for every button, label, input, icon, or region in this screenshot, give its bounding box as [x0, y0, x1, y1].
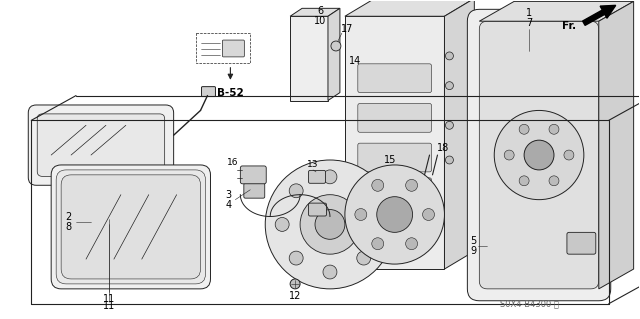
FancyBboxPatch shape — [467, 9, 611, 301]
Circle shape — [406, 238, 417, 250]
Circle shape — [519, 124, 529, 134]
FancyBboxPatch shape — [479, 21, 599, 289]
Text: 3: 3 — [225, 190, 232, 200]
Text: 17: 17 — [340, 24, 353, 34]
Circle shape — [504, 150, 514, 160]
FancyBboxPatch shape — [223, 40, 244, 57]
Text: Fr.: Fr. — [562, 21, 576, 31]
Circle shape — [494, 110, 584, 200]
Text: 6: 6 — [317, 6, 323, 16]
FancyBboxPatch shape — [28, 105, 173, 185]
Polygon shape — [479, 1, 634, 21]
FancyBboxPatch shape — [202, 87, 216, 97]
Circle shape — [315, 210, 345, 239]
Circle shape — [422, 209, 435, 220]
FancyBboxPatch shape — [37, 114, 164, 176]
Polygon shape — [444, 0, 474, 269]
FancyBboxPatch shape — [308, 170, 326, 183]
Polygon shape — [328, 8, 340, 100]
FancyBboxPatch shape — [358, 143, 431, 172]
FancyBboxPatch shape — [358, 212, 431, 241]
Text: 11: 11 — [103, 294, 115, 304]
Circle shape — [371, 218, 385, 231]
Text: 5: 5 — [470, 236, 476, 246]
Circle shape — [275, 218, 289, 231]
FancyBboxPatch shape — [61, 175, 200, 279]
Text: 18: 18 — [437, 143, 449, 153]
Circle shape — [564, 150, 574, 160]
FancyBboxPatch shape — [51, 165, 211, 289]
Circle shape — [445, 121, 453, 129]
Text: 15: 15 — [383, 155, 396, 165]
Circle shape — [289, 251, 303, 265]
Text: 9: 9 — [470, 246, 476, 256]
Circle shape — [445, 82, 453, 90]
Circle shape — [356, 184, 371, 198]
FancyBboxPatch shape — [241, 166, 266, 184]
Circle shape — [445, 156, 453, 164]
Polygon shape — [345, 16, 444, 269]
FancyBboxPatch shape — [358, 64, 431, 93]
Text: 4: 4 — [225, 200, 232, 210]
Text: S0X4-B4300 ⓓ: S0X4-B4300 ⓓ — [500, 299, 559, 308]
FancyBboxPatch shape — [308, 203, 326, 216]
Circle shape — [372, 238, 384, 250]
Bar — [196, 33, 250, 63]
Circle shape — [524, 140, 554, 170]
Circle shape — [265, 160, 395, 289]
Circle shape — [377, 197, 413, 232]
Circle shape — [331, 41, 341, 51]
Circle shape — [356, 251, 371, 265]
Text: 2: 2 — [65, 212, 71, 222]
Circle shape — [289, 184, 303, 198]
Circle shape — [372, 179, 384, 191]
Circle shape — [406, 179, 417, 191]
Circle shape — [300, 195, 360, 254]
Polygon shape — [599, 1, 634, 289]
Circle shape — [290, 279, 300, 289]
Text: 12: 12 — [289, 291, 301, 301]
Text: 7: 7 — [526, 18, 532, 28]
Polygon shape — [290, 16, 328, 100]
FancyBboxPatch shape — [56, 170, 205, 284]
Polygon shape — [345, 0, 474, 16]
Circle shape — [323, 265, 337, 279]
FancyArrow shape — [582, 5, 616, 25]
Circle shape — [355, 209, 367, 220]
FancyBboxPatch shape — [567, 232, 596, 254]
Text: B-52: B-52 — [217, 88, 244, 98]
Circle shape — [549, 176, 559, 186]
Text: 8: 8 — [65, 222, 71, 233]
FancyBboxPatch shape — [358, 103, 431, 132]
Circle shape — [519, 176, 529, 186]
Circle shape — [549, 124, 559, 134]
Text: 16: 16 — [227, 159, 238, 167]
Text: 1: 1 — [526, 8, 532, 18]
Text: 11: 11 — [103, 301, 115, 311]
Circle shape — [323, 170, 337, 184]
Text: 14: 14 — [349, 56, 361, 66]
Text: 10: 10 — [314, 16, 326, 26]
Text: 13: 13 — [307, 160, 319, 169]
Circle shape — [345, 165, 444, 264]
Polygon shape — [290, 8, 340, 16]
FancyBboxPatch shape — [244, 183, 265, 198]
FancyBboxPatch shape — [358, 178, 431, 207]
Circle shape — [445, 52, 453, 60]
